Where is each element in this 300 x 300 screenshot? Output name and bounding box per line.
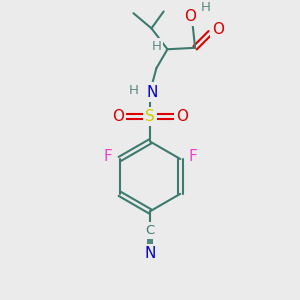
Text: H: H — [129, 84, 139, 97]
Text: O: O — [176, 109, 188, 124]
Text: S: S — [145, 109, 155, 124]
Text: O: O — [184, 9, 196, 24]
Text: C: C — [146, 224, 154, 237]
Text: H: H — [201, 2, 211, 14]
Text: F: F — [103, 149, 112, 164]
Text: N: N — [144, 246, 156, 261]
Text: H: H — [152, 40, 161, 53]
Text: N: N — [147, 85, 158, 100]
Text: O: O — [112, 109, 124, 124]
Text: F: F — [188, 149, 197, 164]
Text: O: O — [212, 22, 224, 37]
